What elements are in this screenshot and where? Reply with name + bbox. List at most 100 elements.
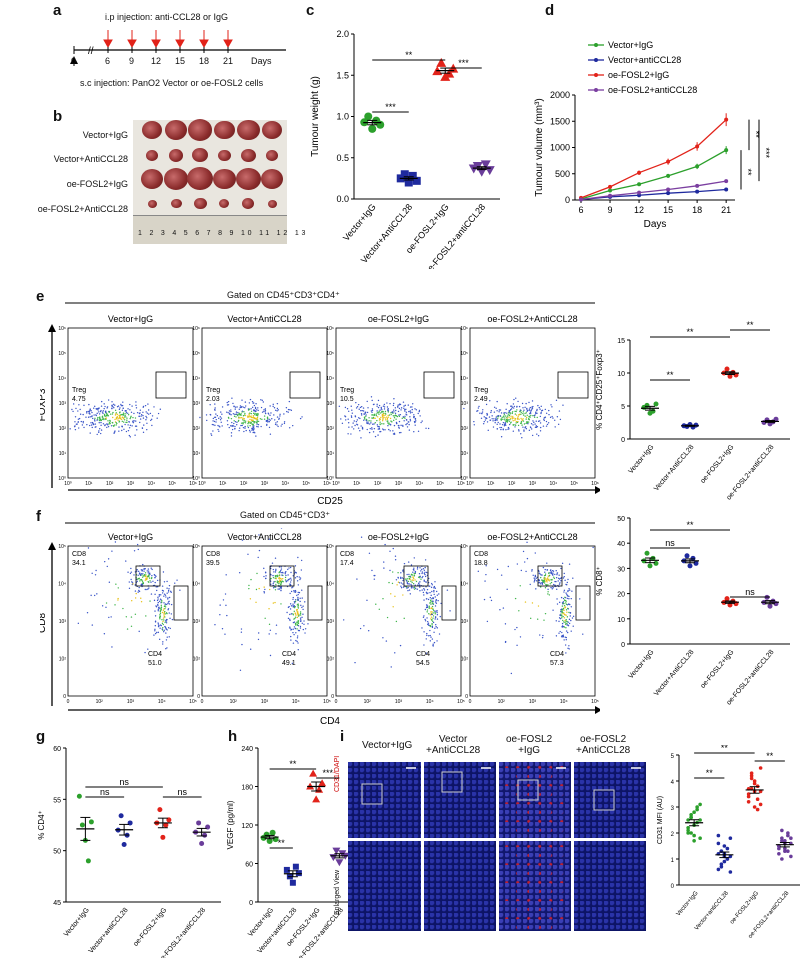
flow-event	[568, 598, 570, 600]
flow-event	[347, 422, 350, 424]
flow-event	[371, 409, 374, 412]
flow-event	[387, 422, 389, 424]
flow-event	[146, 578, 148, 581]
flow-event	[409, 412, 412, 414]
flow-event	[396, 415, 399, 418]
flow-event	[111, 646, 113, 648]
flow-event	[299, 619, 302, 621]
flow-event	[406, 581, 409, 584]
flow-event	[300, 604, 302, 607]
flow-x-tick: 10¹	[219, 481, 227, 487]
flow-event	[371, 428, 373, 430]
flow-event	[387, 411, 390, 413]
legend-marker	[594, 43, 598, 47]
flow-event	[264, 411, 267, 413]
treg-gate-label: Treg	[474, 387, 488, 394]
flow-event	[121, 409, 124, 412]
flow-event	[370, 420, 372, 422]
flow-event	[434, 581, 436, 583]
flow-event	[520, 413, 522, 416]
flow-event	[81, 424, 84, 426]
flow-event	[148, 577, 151, 579]
flow-event	[406, 422, 408, 425]
flow-event	[531, 434, 534, 437]
flow-event	[518, 418, 520, 421]
data-point	[786, 849, 790, 853]
flow-event	[78, 417, 81, 420]
flow-event	[432, 600, 434, 602]
tick-a-21: 21	[223, 56, 234, 66]
flow-event	[98, 422, 100, 424]
flow-event	[228, 410, 231, 412]
flow-event	[387, 409, 389, 412]
flow-x-tick: 0	[335, 699, 338, 705]
flow-event	[297, 642, 299, 644]
flow-event	[376, 424, 379, 426]
flow-event	[544, 571, 546, 573]
flow-event	[548, 594, 551, 596]
flow-event	[118, 417, 121, 419]
x-tick-label: Vector+IgG	[341, 202, 378, 243]
flow-event	[243, 411, 245, 413]
flow-event	[163, 630, 165, 633]
flow-event	[400, 587, 403, 589]
flow-event	[512, 430, 515, 432]
flow-event	[75, 407, 77, 410]
flow-y-tick: 10⁴	[460, 376, 468, 382]
flow-event	[227, 400, 230, 403]
flow-event	[289, 592, 291, 595]
flow-event	[277, 588, 279, 590]
flow-event	[304, 628, 307, 630]
flow-event	[263, 586, 265, 588]
flow-event	[512, 403, 515, 405]
flow-event	[295, 572, 297, 574]
flow-event	[289, 626, 291, 628]
flow-event	[129, 424, 132, 427]
flow-event	[477, 407, 480, 409]
col-label-1: Vector+IgG	[362, 740, 413, 751]
flow-event	[552, 417, 554, 419]
flow-event	[432, 615, 435, 617]
flow-event	[154, 630, 156, 632]
flow-event	[367, 630, 370, 632]
flow-event	[297, 584, 300, 586]
flow-event	[439, 615, 441, 618]
flow-event	[473, 420, 475, 423]
flow-event	[255, 588, 258, 591]
flow-event	[508, 423, 511, 426]
micrograph-roi-boxes	[361, 767, 641, 811]
flow-event	[563, 575, 565, 578]
flow-event	[436, 640, 438, 642]
flow-event	[164, 613, 166, 615]
flow-event	[219, 416, 221, 418]
flow-event	[523, 409, 525, 411]
flow-event	[132, 416, 134, 419]
flow-event	[563, 572, 565, 575]
flow-event	[168, 603, 171, 605]
flow-event	[540, 586, 542, 588]
flow-event	[243, 421, 245, 423]
flow-plot-3: oe-FOSL2+AntiCCL280010²10²10³10³10⁴10⁴10…	[460, 532, 599, 705]
flow-event	[548, 580, 551, 582]
flow-event	[558, 632, 560, 634]
flow-event	[299, 611, 302, 613]
flow-event	[417, 584, 419, 586]
flow-event	[398, 420, 401, 423]
flow-event	[436, 610, 438, 612]
flow-event	[224, 633, 226, 635]
flow-event	[257, 423, 260, 426]
tick-a-15: 15	[175, 56, 186, 66]
group-3	[329, 847, 350, 867]
data-point	[666, 187, 671, 192]
flow-event	[256, 572, 258, 575]
flow-event	[391, 582, 394, 585]
flow-event	[565, 602, 567, 604]
flow-event	[255, 403, 257, 405]
data-point	[749, 774, 754, 778]
flow-event	[486, 414, 488, 416]
flow-event	[562, 615, 564, 618]
flow-event	[425, 586, 427, 588]
flow-panel-e: Vector+IgG 10⁰ 10⁰ 10¹ 10¹ 10² 10² 10³ 10³ 10⁴ 10⁴…	[37, 310, 602, 507]
flow-event	[513, 405, 516, 408]
cd8-gate-box	[403, 565, 429, 587]
